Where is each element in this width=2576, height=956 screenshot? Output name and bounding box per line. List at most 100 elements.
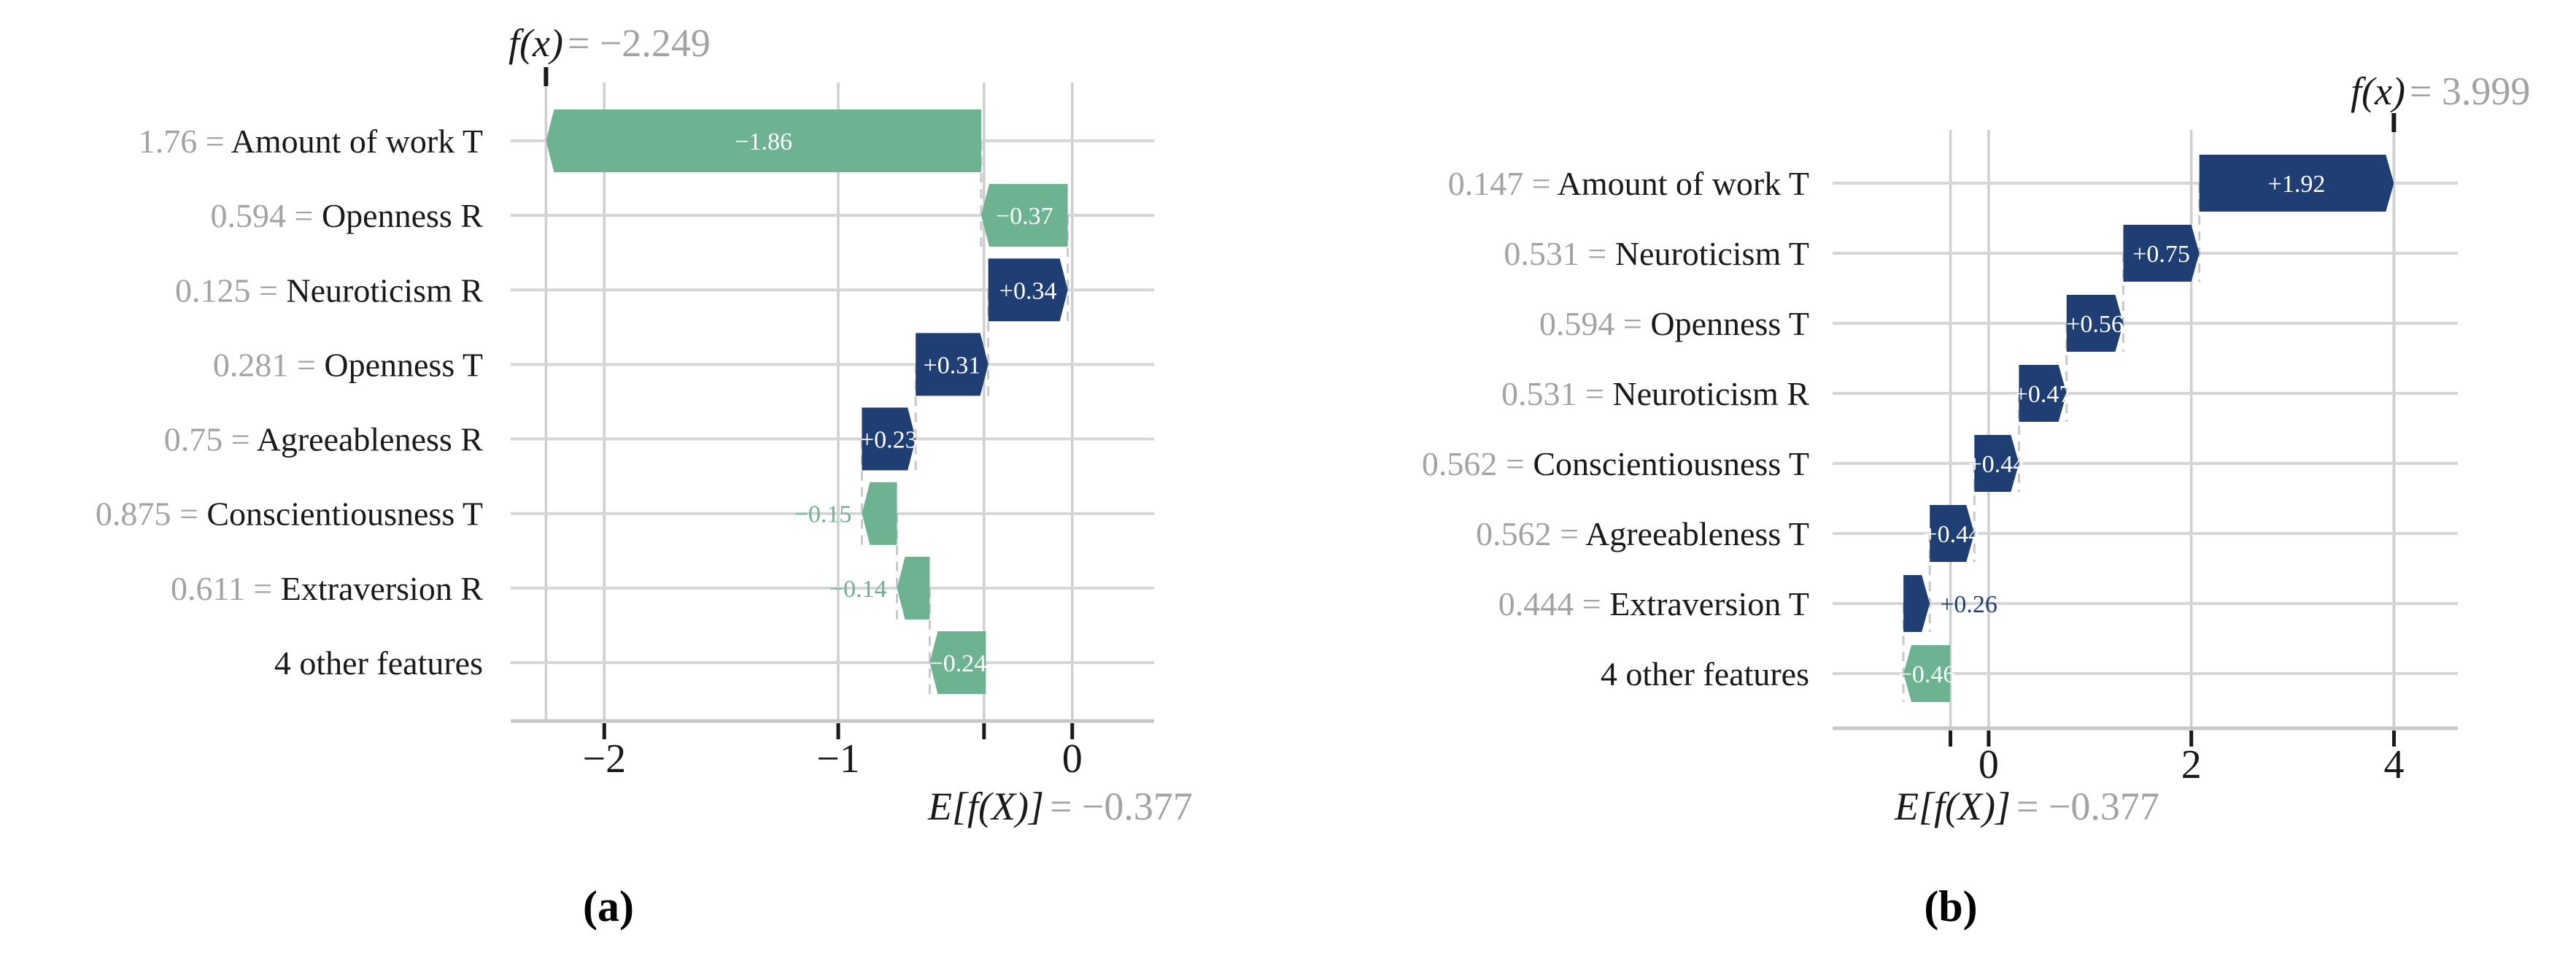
positive-contribution-bar: [862, 407, 916, 471]
feature-name: Extraversion T: [1609, 585, 1809, 622]
bar-value-label: +0.44: [1923, 521, 1981, 548]
bar-value-label: −0.24: [929, 650, 987, 677]
feature-row-label: 0.594 = Openness T: [1539, 305, 1809, 342]
feature-name: Openness R: [322, 197, 483, 234]
feature-value-prefix: 0.444 =: [1498, 585, 1609, 622]
feature-name: 4 other features: [1601, 655, 1809, 693]
feature-value-prefix: 0.611 =: [171, 570, 281, 607]
feature-row-label: 0.531 = Neuroticism R: [1501, 375, 1809, 412]
base-value-label: E[f(X)] = −0.377: [927, 785, 1193, 828]
bar-value-label: −0.46: [1898, 661, 1956, 688]
feature-value-prefix: 0.147 =: [1448, 165, 1558, 202]
feature-name: Amount of work T: [231, 123, 483, 160]
x-tick-label: 0: [1062, 736, 1083, 782]
feature-row-label: 1.76 = Amount of work T: [139, 123, 483, 160]
feature-row-label: 0.444 = Extraversion T: [1498, 585, 1809, 622]
x-tick-label: 4: [2383, 742, 2404, 787]
waterfall-panel-b: +1.92 +0.75 +0.56 +0.47 +0.44 +0.44 +0.26 −0.46…: [1422, 69, 2531, 930]
x-tick-label: −2: [582, 736, 626, 782]
fx-value-label: f(x) = −2.249: [508, 21, 711, 65]
bar-value-label: −1.86: [735, 128, 792, 155]
positive-contribution-bar: [988, 258, 1068, 322]
bar-value-label: +0.75: [2132, 241, 2190, 268]
base-math-symbol: E[f(X)]: [927, 785, 1044, 828]
feature-name: Agreeableness R: [257, 421, 484, 458]
base-value-label: E[f(X)] = −0.377: [1894, 785, 2159, 828]
panel-caption: (a): [583, 882, 634, 930]
feature-name: Openness T: [1650, 305, 1809, 342]
feature-row-label: 0.147 = Amount of work T: [1448, 165, 1809, 202]
feature-name: 4 other features: [274, 644, 483, 682]
feature-value-prefix: 0.562 =: [1422, 445, 1533, 482]
bar-value-label: +1.92: [2268, 171, 2326, 198]
fx-math-symbol: f(x): [508, 21, 563, 65]
feature-row-label: 0.594 = Openness R: [211, 197, 484, 234]
positive-contribution-bar: [1903, 575, 1930, 632]
feature-row-label: 0.562 = Conscientiousness T: [1422, 445, 1809, 482]
bar-value-label: +0.26: [1940, 591, 1997, 618]
fx-value-label: f(x) = 3.999: [2351, 69, 2530, 113]
feature-row-label: 0.75 = Agreeableness R: [164, 421, 484, 458]
bar-value-label: +0.47: [2014, 381, 2072, 408]
feature-name: Extraversion R: [281, 570, 484, 607]
positive-contribution-bar: [1930, 505, 1975, 562]
negative-contribution-bar: [862, 482, 897, 545]
feature-row-label: 4 other features: [274, 644, 483, 682]
feature-name: Agreeableness T: [1585, 515, 1809, 552]
negative-contribution-bar: [546, 109, 981, 172]
waterfall-panel-a: −1.86 −0.37 +0.34 +0.31 +0.23 −0.15 −0.14 −0.24…: [96, 21, 1193, 930]
fx-math-symbol: f(x): [2351, 69, 2405, 113]
negative-contribution-bar: [980, 184, 1068, 247]
bar-value-label: +0.56: [2066, 311, 2124, 338]
positive-contribution-bar: [2123, 225, 2200, 282]
bar-value-label: +0.31: [924, 352, 981, 379]
feature-row-label: 0.562 = Agreeableness T: [1476, 515, 1809, 552]
feature-row-label: 0.611 = Extraversion R: [171, 570, 483, 607]
bar-value-label: +0.23: [860, 427, 918, 454]
base-value-text: = −0.377: [1050, 785, 1193, 828]
feature-value-prefix: 0.875 =: [96, 496, 206, 533]
feature-row-label: 0.531 = Neuroticism T: [1504, 235, 1809, 272]
feature-name: Neuroticism R: [286, 271, 483, 309]
feature-value-prefix: 0.281 =: [213, 346, 324, 383]
bar-value-label: −0.15: [794, 501, 852, 528]
x-tick-label: −1: [816, 736, 860, 782]
feature-value-prefix: 0.562 =: [1476, 515, 1585, 552]
feature-row-label: 0.281 = Openness T: [213, 346, 483, 383]
feature-name: Openness T: [324, 346, 483, 383]
feature-value-prefix: 0.531 =: [1501, 375, 1612, 412]
feature-value-prefix: 0.594 =: [1539, 305, 1650, 342]
feature-value-prefix: 0.531 =: [1504, 235, 1614, 272]
fx-value-text: = −2.249: [568, 21, 711, 65]
fx-value-text: = 3.999: [2410, 69, 2530, 113]
positive-contribution-bar: [916, 333, 989, 396]
feature-row-label: 0.125 = Neuroticism R: [175, 271, 483, 309]
feature-value-prefix: 0.75 =: [164, 421, 257, 458]
bar-value-label: +0.34: [999, 277, 1057, 304]
positive-contribution-bar: [1974, 435, 2019, 492]
x-tick-label: 2: [2181, 742, 2202, 787]
bar-value-label: +0.44: [1968, 451, 2026, 478]
positive-contribution-bar: [2019, 365, 2067, 422]
bar-value-label: −0.14: [829, 576, 887, 603]
positive-contribution-bar: [2066, 295, 2124, 352]
feature-value-prefix: 0.125 =: [175, 271, 286, 309]
bar-value-label: −0.37: [996, 203, 1053, 230]
negative-contribution-bar: [1903, 645, 1950, 702]
feature-name: Neuroticism R: [1612, 375, 1809, 412]
feature-value-prefix: 0.594 =: [211, 197, 322, 234]
feature-name: Conscientiousness T: [1533, 445, 1809, 482]
negative-contribution-bar: [897, 556, 930, 620]
feature-row-label: 4 other features: [1601, 655, 1809, 693]
feature-name: Amount of work T: [1558, 165, 1809, 202]
feature-value-prefix: 1.76 =: [139, 123, 231, 160]
base-value-text: = −0.377: [2016, 785, 2159, 828]
negative-contribution-bar: [929, 631, 986, 694]
base-math-symbol: E[f(X)]: [1894, 785, 2011, 828]
feature-name: Conscientiousness T: [206, 496, 483, 533]
feature-row-label: 0.875 = Conscientiousness T: [96, 496, 483, 533]
feature-name: Neuroticism T: [1615, 235, 1809, 272]
x-tick-label: 0: [1979, 742, 1999, 787]
